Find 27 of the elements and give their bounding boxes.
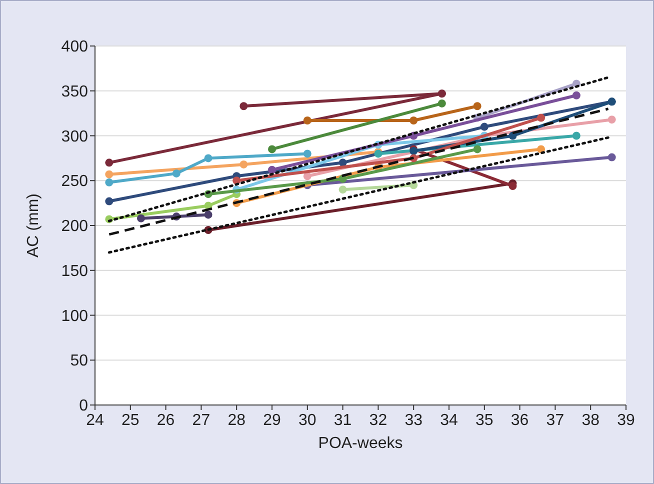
x-tick-label: 37 xyxy=(546,412,564,429)
x-tick-label: 30 xyxy=(298,412,316,429)
y-tick-label: 200 xyxy=(61,218,88,236)
y-tick-label: 350 xyxy=(61,83,88,100)
y-tick-label: 400 xyxy=(61,38,88,56)
y-tick-label: 250 xyxy=(61,173,88,190)
x-tick-label: 35 xyxy=(476,412,494,429)
x-tick-label: 24 xyxy=(86,412,104,429)
x-tick-label: 26 xyxy=(156,412,175,429)
y-tick-label: 300 xyxy=(61,128,88,146)
x-tick-label: 28 xyxy=(228,412,246,429)
x-tick-label: 34 xyxy=(440,412,458,429)
y-tick-label: 100 xyxy=(61,308,88,325)
y-tick-label: 0 xyxy=(79,398,88,415)
x-tick-label: 25 xyxy=(122,412,140,429)
x-tick-label: 31 xyxy=(334,412,352,429)
y-axis-title: AC (mm) xyxy=(25,194,42,258)
y-tick-label: 150 xyxy=(61,262,88,280)
x-axis-title: POA-weeks xyxy=(318,435,403,452)
x-tick-label: 38 xyxy=(582,412,600,429)
x-tick-label: 29 xyxy=(263,412,281,429)
x-tick-label: 27 xyxy=(192,412,210,429)
x-tick-label: 33 xyxy=(404,412,423,429)
x-tick-label: 39 xyxy=(617,412,635,429)
y-tick-label: 50 xyxy=(70,352,88,370)
x-tick-label: 36 xyxy=(510,412,529,429)
x-tick-label: 32 xyxy=(369,412,388,429)
